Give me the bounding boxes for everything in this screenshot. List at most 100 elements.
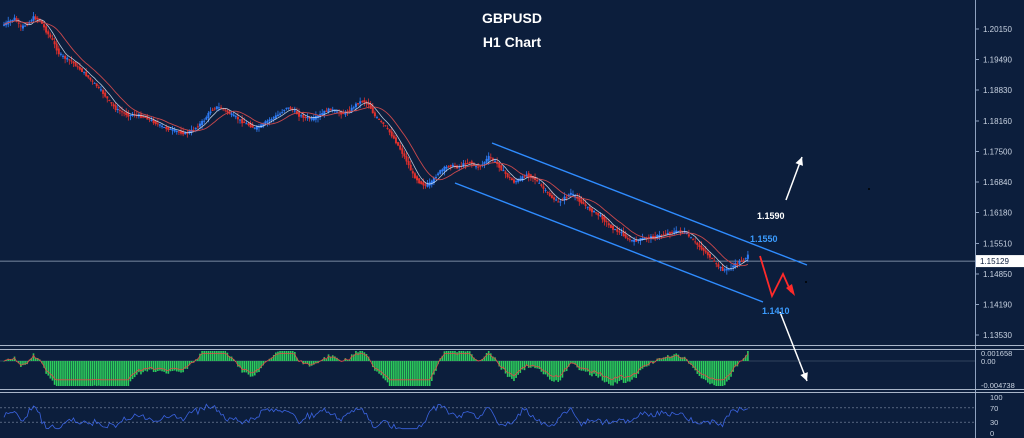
candle-body [287,107,290,109]
macd-bar [489,353,492,361]
macd-bar [20,361,22,367]
macd-bar [633,361,635,378]
macd-bar [485,352,488,361]
macd-bar [597,361,600,378]
candle-body [182,131,185,135]
candle-body [236,116,239,120]
candle-body [578,197,581,202]
candle-body [652,235,655,239]
candle-body [468,161,471,163]
macd-bar [382,361,385,379]
macd-bar [17,361,20,364]
macd-bar [222,351,224,361]
macd-bar [201,351,203,361]
candle-body [165,126,168,130]
macd-bar [544,361,547,375]
macd-bar [508,361,511,377]
candle-body [154,120,157,125]
candle-body [413,173,416,179]
macd-bar [464,351,467,361]
candle-body [335,111,338,113]
macd-bar [481,359,484,361]
macd-bar [502,361,505,370]
candle-body [382,122,385,124]
macd-bar [57,361,60,386]
macd-bar [289,351,292,361]
candle-body [504,171,507,174]
candle-body [108,99,111,101]
candle-body [470,161,473,164]
candle-body [439,170,442,174]
candle-body [357,103,360,105]
candle-body [546,191,549,193]
candle-body [443,166,446,172]
macd-bar [205,351,208,361]
macd-bar [692,361,694,368]
macd-bar [230,356,233,361]
macd-bar [186,361,189,369]
macd-bar [736,361,739,367]
macd-bar [557,361,560,382]
candle-body [314,115,317,120]
macd-bar [580,361,583,371]
candle-body [104,92,107,97]
candle-body [673,231,676,233]
macd-bar [553,361,555,382]
candle-body [222,108,225,110]
macd-bar [9,358,12,361]
macd-bar [287,351,290,361]
candle-body [123,112,126,114]
candle-body [321,112,324,116]
macd-bar [677,354,680,361]
candle-body [725,268,728,271]
macd-bar [494,357,496,361]
candle-body [654,236,657,238]
candle-body [698,244,701,247]
candle-body [744,258,747,260]
macd-bar [76,361,79,386]
candle-body [241,118,244,124]
candle-body [112,104,115,107]
candle-body [83,71,86,73]
candle-body [740,261,743,263]
macd-bar [241,361,243,373]
macd-bar [79,361,81,386]
macd-bar [353,354,355,361]
candle-body [590,208,593,213]
candle-body [620,232,623,234]
candle-body [177,131,180,133]
price-tick-label: 1.13530 [983,331,1012,340]
candle-body [409,164,412,171]
candle-body [677,230,680,232]
candle-body [304,116,307,118]
macd-bar [154,361,157,373]
candle-body [331,109,334,111]
candle-body [557,201,560,203]
candle-body [173,129,176,132]
candle-body [713,260,716,262]
candle-body [24,25,27,27]
candle-body [464,163,467,165]
candle-body [45,26,48,33]
macd-bar [344,358,347,361]
macd-bar [690,361,692,365]
candle-body [418,178,421,184]
candle-body [17,22,20,24]
macd-bar [304,361,307,364]
macd-bar [723,361,726,386]
macd-bar [414,361,416,386]
macd-bar [454,351,456,361]
macd-bar [26,361,28,365]
candle-body [742,259,745,261]
macd-bar [245,361,248,373]
macd-bar [213,351,216,361]
marker-dot [805,281,807,283]
candle-body [662,234,665,236]
candle-body [264,121,267,126]
macd-bar [62,361,64,386]
candle-body [156,123,159,125]
macd-bar [713,361,715,386]
macd-bar [534,361,536,369]
macd-bar [624,361,627,383]
candle-body [622,231,625,237]
